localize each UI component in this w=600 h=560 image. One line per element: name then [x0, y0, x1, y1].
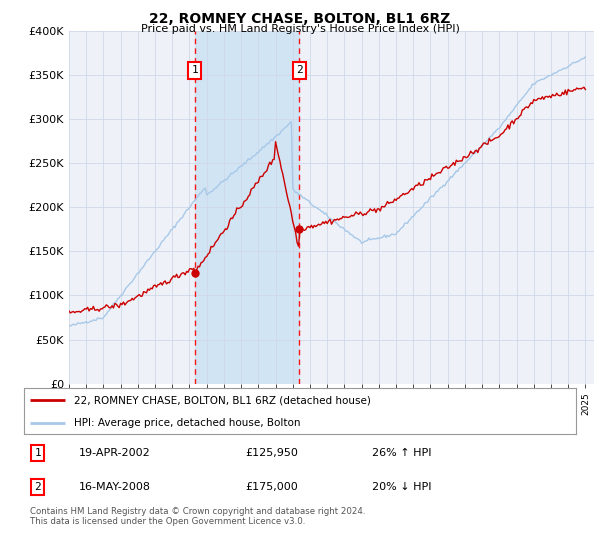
Text: 22, ROMNEY CHASE, BOLTON, BL1 6RZ: 22, ROMNEY CHASE, BOLTON, BL1 6RZ: [149, 12, 451, 26]
Text: £175,000: £175,000: [245, 482, 298, 492]
Text: 2: 2: [34, 482, 41, 492]
Text: 2: 2: [296, 66, 302, 76]
Text: HPI: Average price, detached house, Bolton: HPI: Average price, detached house, Bolt…: [74, 418, 300, 428]
Text: 1: 1: [191, 66, 198, 76]
Text: 1: 1: [34, 448, 41, 458]
Text: Price paid vs. HM Land Registry's House Price Index (HPI): Price paid vs. HM Land Registry's House …: [140, 24, 460, 34]
Bar: [194, 31, 299, 384]
Text: 16-MAY-2008: 16-MAY-2008: [79, 482, 151, 492]
Text: 20% ↓ HPI: 20% ↓ HPI: [372, 482, 431, 492]
Text: Contains HM Land Registry data © Crown copyright and database right 2024.
This d: Contains HM Land Registry data © Crown c…: [30, 507, 365, 526]
Text: 19-APR-2002: 19-APR-2002: [79, 448, 151, 458]
Text: £125,950: £125,950: [245, 448, 298, 458]
Text: 26% ↑ HPI: 26% ↑ HPI: [372, 448, 431, 458]
Text: 22, ROMNEY CHASE, BOLTON, BL1 6RZ (detached house): 22, ROMNEY CHASE, BOLTON, BL1 6RZ (detac…: [74, 395, 371, 405]
